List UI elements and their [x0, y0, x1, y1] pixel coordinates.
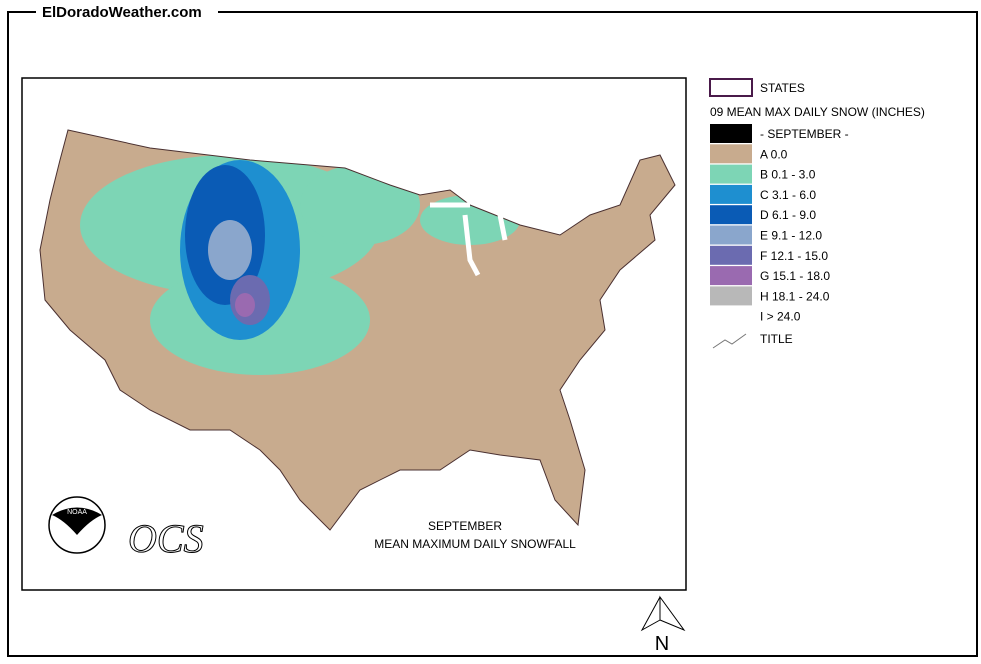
- legend-swatch: [710, 266, 752, 286]
- legend-label: G 15.1 - 18.0: [760, 269, 830, 283]
- us-outline: [39, 129, 676, 531]
- noaa-bird: [52, 507, 102, 535]
- legend-label: A 0.0: [760, 147, 788, 161]
- north-arrow-left: [640, 596, 661, 632]
- ocs-logo: OCS: [128, 516, 204, 561]
- legend-label: F 12.1 - 15.0: [760, 249, 828, 263]
- zone-e: [208, 220, 252, 280]
- legend-label: D 6.1 - 9.0: [760, 208, 816, 222]
- zone-g: [235, 293, 255, 317]
- legend-swatch: [710, 245, 752, 265]
- legend-label: - SEPTEMBER -: [760, 127, 849, 141]
- map-title-2: MEAN MAXIMUM DAILY SNOWFALL: [374, 537, 576, 551]
- legend-heading: 09 MEAN MAX DAILY SNOW (INCHES): [710, 105, 925, 119]
- legend-label: E 9.1 - 12.0: [760, 229, 822, 243]
- header-bg: [36, 2, 218, 22]
- legend-swatch: [710, 144, 752, 164]
- us-map: [40, 130, 675, 530]
- legend-swatch: [710, 205, 752, 225]
- north-arrow-right: [659, 595, 686, 632]
- site-title: ElDoradoWeather.com: [42, 4, 202, 21]
- legend-label: I > 24.0: [760, 310, 801, 324]
- north-label: N: [655, 633, 669, 655]
- legend-label: B 0.1 - 3.0: [760, 168, 816, 182]
- legend-swatch: [710, 164, 752, 184]
- legend-swatch: [710, 124, 752, 143]
- great-lakes: [430, 202, 508, 277]
- legend-label: C 3.1 - 6.0: [760, 188, 816, 202]
- legend-swatch: [710, 184, 752, 204]
- noaa-text: NOAA: [67, 509, 87, 516]
- legend-label: H 18.1 - 24.0: [760, 289, 830, 303]
- outer-frame: [7, 11, 978, 657]
- legend-swatch: [710, 225, 752, 245]
- legend: - SEPTEMBER - A 0.0 B 0.1 - 3.0 C 3.1 - 6.0…: [710, 124, 849, 324]
- legend-title-entry: TITLE: [760, 332, 793, 346]
- title-line-icon: [712, 333, 747, 349]
- legend-swatch: [710, 286, 752, 306]
- states-swatch: [709, 78, 753, 97]
- map-title-1: SEPTEMBER: [428, 519, 502, 533]
- legend-states: STATES: [760, 81, 805, 95]
